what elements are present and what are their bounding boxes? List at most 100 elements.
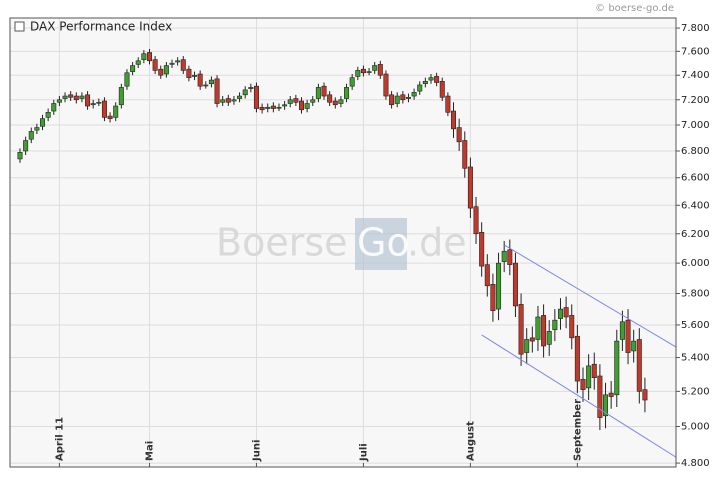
candle-body [636,339,642,392]
candle-body [507,249,513,265]
candle-body [597,375,603,418]
candle-body [90,103,96,106]
candle-body [557,308,563,319]
candle-body [574,335,580,382]
candle-body [603,394,609,417]
watermark: Boerse Go .de [216,218,467,270]
candle-body [541,315,547,347]
y-tick-label: 5.600 [681,320,710,331]
chart-title: DAX Performance Index [30,20,172,34]
candle-body [586,365,592,389]
candle-body [631,340,637,352]
trendlines [481,244,677,458]
candle-body [23,140,29,152]
candle-body [377,64,383,76]
candle-body [73,95,79,101]
candle-body [625,319,631,353]
candle-body [130,65,136,72]
candle-body [237,95,243,99]
candle-body [315,87,321,99]
axes: 4.800 5.000 5.200 5.400 5.600 5.800 6.000 6.200… [54,23,709,469]
x-tick-label: Mai [144,441,155,461]
candle-body [85,94,91,107]
y-tick-label: 7.400 [681,70,710,81]
candle-body [411,92,417,97]
candle-body [118,87,124,106]
candle-body [332,100,338,106]
candle-body [338,99,344,104]
candle-body [512,262,518,307]
x-tick-label: August [465,421,476,461]
candle-body [428,77,434,81]
x-tick-label: Juli [358,443,369,462]
candle-body [79,95,85,99]
y-tick-label: 7.000 [681,120,710,131]
candle-body [51,103,57,112]
candle-body [366,71,372,73]
candle-body [34,127,40,131]
candle-body [208,79,214,85]
candle-body [383,73,389,97]
candle-body [186,68,192,78]
candle-body [96,101,102,104]
candle-body [479,232,485,267]
candle-body [107,115,113,119]
candle-body [304,103,310,109]
candle-body [569,315,575,339]
plot-frame [9,17,677,468]
candle-body [287,99,293,104]
candle-body [40,118,46,127]
y-tick-label: 6.600 [681,173,710,184]
candle-body [242,89,248,96]
candle-body [546,331,552,345]
candle-body [197,73,203,87]
candle-body [473,206,479,235]
candle-body [360,68,366,74]
candle-body [146,52,152,62]
candle-body [580,379,586,390]
candle-body [152,59,158,71]
y-tick-label: 6.800 [681,146,710,157]
candle-body [524,339,530,353]
y-tick-label: 5.400 [681,353,710,364]
candle-body [220,99,226,103]
candle-body [17,152,23,160]
candle-body [203,84,209,87]
candle-body [552,319,558,331]
grid [10,18,676,467]
candle-body [501,250,507,262]
source-note: © boerse-go.de [595,3,674,14]
x-tick-label: Juni [251,440,262,462]
candle-body [62,95,68,99]
candle-body [169,62,175,65]
candle-body [253,85,259,109]
candle-body [265,106,271,109]
candle-body [389,94,395,106]
candle-body [327,94,333,103]
candle-body [276,106,282,109]
candle-body [141,53,147,60]
trendline [503,244,677,348]
candle-body [642,389,648,401]
candle-body [614,340,620,396]
candle-body [270,105,276,109]
candle-body [445,95,451,113]
x-tick-label: April 11 [54,417,65,461]
candle-body [355,70,361,77]
candle-body [349,77,355,87]
candle-body [518,304,524,355]
y-tick-label: 5.200 [681,386,710,397]
candle-body [298,100,304,111]
candle-body [28,131,34,140]
candle-body [163,65,169,75]
candle-body [214,78,220,104]
y-tick-label: 5.000 [681,421,710,432]
candle-body [434,76,440,83]
candle-body [400,94,406,101]
candle-body [225,98,231,103]
candle-body [451,110,457,130]
candle-body [180,59,186,71]
candle-body [496,262,502,310]
candle-body [293,98,299,103]
